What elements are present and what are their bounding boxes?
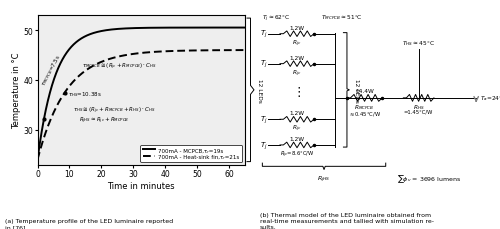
Text: 1.2W: 1.2W: [290, 56, 304, 60]
Text: $R_{HS}$: $R_{HS}$: [413, 103, 424, 112]
Text: $\tau_{MCPCB}$=7.5s: $\tau_{MCPCB}$=7.5s: [39, 53, 64, 88]
Text: 1.2W: 1.2W: [290, 26, 304, 31]
Text: $R_{jHS}$: $R_{jHS}$: [318, 174, 331, 184]
Text: $R_{jc}$: $R_{jc}$: [292, 124, 302, 134]
700mA - Heat-sink fin,τᵣ=21s: [196, 50, 202, 52]
700mA - MCPCB,τᵣ=19s: [126, 28, 132, 30]
Text: $\sum\phi_v$ = 3696 lumens: $\sum\phi_v$ = 3696 lumens: [397, 173, 462, 185]
Line: 700mA - MCPCB,τᵣ=19s: 700mA - MCPCB,τᵣ=19s: [38, 28, 245, 160]
Text: $T_j \approx$62°C: $T_j \approx$62°C: [262, 13, 290, 23]
700mA - Heat-sink fin,τᵣ=21s: [118, 55, 124, 58]
Legend: 700mA - MCPCB,τᵣ=19s, 700mA - Heat-sink fin,τᵣ=21s: 700mA - MCPCB,τᵣ=19s, 700mA - Heat-sink …: [140, 145, 242, 162]
700mA - MCPCB,τᵣ=19s: [196, 27, 202, 30]
700mA - Heat-sink fin,τᵣ=21s: [126, 54, 132, 57]
Text: 12 LEDs: 12 LEDs: [256, 79, 262, 102]
Text: $T_j$: $T_j$: [260, 29, 268, 40]
Text: (b) Thermal model of the LED luminaire obtained from
real-time measurements and : (b) Thermal model of the LED luminaire o…: [260, 213, 434, 229]
700mA - MCPCB,τᵣ=19s: [34, 158, 40, 161]
700mA - MCPCB,τᵣ=19s: [177, 27, 183, 30]
Y-axis label: Temperature in °C: Temperature in °C: [12, 52, 21, 128]
700mA - MCPCB,τᵣ=19s: [242, 27, 248, 30]
700mA - Heat-sink fin,τᵣ=21s: [56, 102, 62, 104]
Text: $R_{jc}$: $R_{jc}$: [292, 38, 302, 49]
Text: $R_{jc}$: $R_{jc}$: [292, 68, 302, 78]
X-axis label: Time in minutes: Time in minutes: [108, 181, 175, 190]
Text: $R_{jc}$=8.6°C/W: $R_{jc}$=8.6°C/W: [280, 149, 314, 159]
Text: $T_j$: $T_j$: [260, 59, 268, 70]
Text: $T_{HS}$$\approx$45°C: $T_{HS}$$\approx$45°C: [402, 38, 435, 47]
Text: =1.45°C/W: =1.45°C/W: [404, 109, 434, 114]
Text: $\approx$0.45°C/W: $\approx$0.45°C/W: [348, 109, 381, 117]
Text: $T_a$=24°C: $T_a$=24°C: [480, 94, 500, 103]
Text: $T_j$: $T_j$: [260, 114, 268, 125]
700mA - MCPCB,τᵣ=19s: [56, 66, 62, 69]
700mA - MCPCB,τᵣ=19s: [118, 28, 124, 31]
Text: 1.2W: 1.2W: [290, 136, 304, 142]
Text: $R_{MCPCB}$: $R_{MCPCB}$: [354, 103, 375, 112]
700mA - Heat-sink fin,τᵣ=21s: [242, 49, 248, 52]
Text: $T_{MCPCB}$$\approx$51°C: $T_{MCPCB}$$\approx$51°C: [321, 13, 363, 22]
Text: $\vdots$: $\vdots$: [292, 85, 302, 99]
700mA - MCPCB,τᵣ=19s: [200, 27, 206, 30]
Text: $\tau_{MCPCB} \cong (R_{jc}+R_{MCPCB})\cdot C_{HS}$: $\tau_{MCPCB} \cong (R_{jc}+R_{MCPCB})\c…: [82, 62, 157, 72]
700mA - Heat-sink fin,τᵣ=21s: [34, 158, 40, 161]
Text: 14.4W: 14.4W: [355, 89, 374, 94]
Text: $T_j$: $T_j$: [260, 139, 268, 151]
Text: (a) Temperature profile of the LED luminaire reported
in [76].: (a) Temperature profile of the LED lumin…: [5, 218, 173, 229]
700mA - Heat-sink fin,τᵣ=21s: [177, 50, 183, 53]
Text: 12 LEDs: 12 LEDs: [354, 79, 359, 102]
Text: $\tau_{HS}$=10.38s: $\tau_{HS}$=10.38s: [68, 90, 102, 98]
700mA - Heat-sink fin,τᵣ=21s: [200, 50, 206, 52]
Text: $R_{jHS} \approx R_{jc} + R_{MCPCB}$: $R_{jHS} \approx R_{jc} + R_{MCPCB}$: [79, 115, 130, 125]
Text: $\tau_{HS} \cong (R_{jc}+R_{MCPCB}+R_{HS})\cdot C_{HS}$: $\tau_{HS} \cong (R_{jc}+R_{MCPCB}+R_{HS…: [72, 105, 155, 115]
Text: 1.2W: 1.2W: [290, 111, 304, 116]
Line: 700mA - Heat-sink fin,τᵣ=21s: 700mA - Heat-sink fin,τᵣ=21s: [38, 51, 245, 160]
